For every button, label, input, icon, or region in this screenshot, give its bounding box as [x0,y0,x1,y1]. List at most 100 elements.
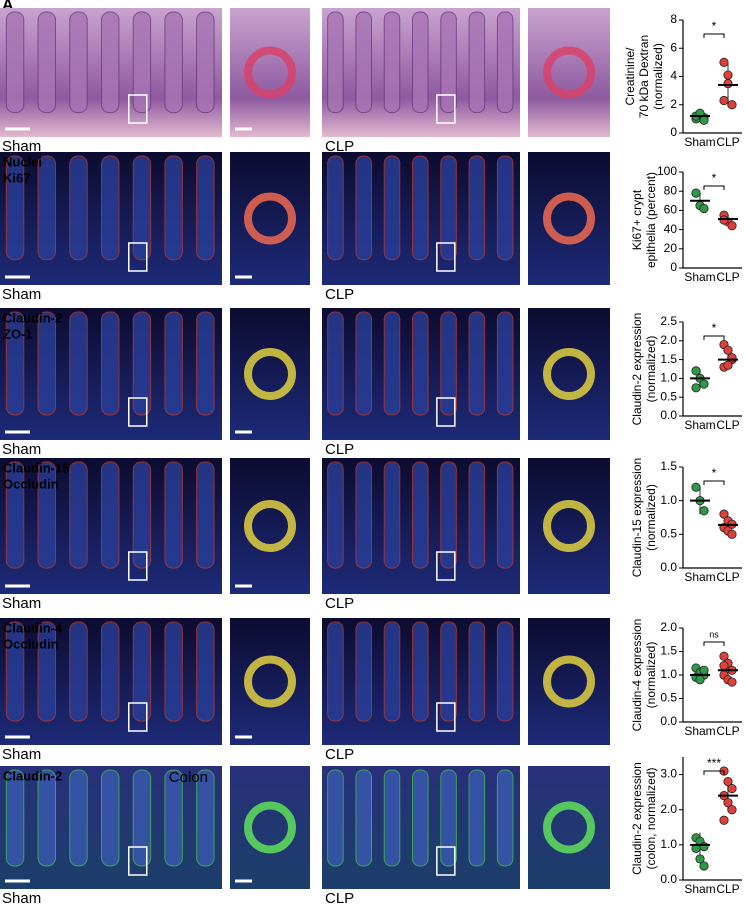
tissue-villus [132,311,152,416]
stain-label: ZO-1 [3,326,33,341]
tissue-villus [132,621,152,722]
data-point [723,360,733,370]
y-tick-label: 1.5 [660,459,677,473]
tissue-villus [440,155,457,261]
tissue-villus [196,461,215,569]
tissue-villus [355,621,373,722]
significance-bracket [703,33,725,38]
y-axis-label: Claudin-15 expression [630,458,644,577]
micrograph [528,308,610,440]
tissue-villus [164,311,183,416]
x-tick-label: Sham [684,418,715,432]
significance-label: * [712,171,717,185]
micrograph [230,8,310,137]
data-point [691,482,701,492]
cell-detail [244,192,296,245]
tissue-villus [37,461,57,569]
tissue-villus [164,461,183,569]
micrograph [528,766,610,889]
tissue-villus [196,769,215,867]
tissue-villus [496,461,514,569]
tissue-villus [383,311,401,416]
tissue-villus [196,311,215,416]
data-point [699,115,709,125]
cell-detail [244,46,296,99]
y-tick-label: 20 [664,241,678,255]
y-tick-label: 60 [664,203,678,217]
tissue-villus [355,155,373,261]
group-label: Sham [2,890,41,907]
x-tick-label: Sham [684,270,715,284]
significance-label: ns [709,629,719,639]
significance-bracket [703,185,725,190]
tissue-villus [468,155,486,261]
tissue-villus [100,461,120,569]
significance-label: * [712,19,717,33]
group-label: CLP [325,595,354,612]
tissue-villus [196,155,215,261]
stain-label: Claudin-2 [3,310,62,325]
inset-box [436,702,456,732]
tissue-villus [5,621,25,722]
cell-detail [543,46,595,99]
data-point [695,854,705,864]
y-axis-label: (normalized) [644,642,658,709]
tissue-villus [496,621,514,722]
significance-bracket [703,641,725,646]
x-tick-label: CLP [716,135,739,149]
tissue-villus [5,769,25,867]
tissue-villus [440,621,457,722]
y-tick-label: 4 [670,69,677,83]
x-tick-label: CLP [716,570,739,584]
stain-label: Ki67 [3,170,30,185]
micrograph [230,766,310,889]
tissue-villus [468,621,486,722]
tissue-villus [164,11,183,114]
tissue-villus [100,769,120,867]
tissue-villus [468,311,486,416]
data-point [727,805,737,815]
data-point [727,353,737,363]
y-axis-label: Claudin-4 expression [630,619,644,732]
y-axis-label: Creatinine/ [623,47,637,106]
tissue-villus [412,769,429,867]
tissue-villus [69,155,88,261]
y-axis-label: Claudin-2 expression [630,762,644,875]
stain-label: Claudin-15 [3,460,69,475]
tissue-villus [37,155,57,261]
tissue-villus [327,461,344,569]
inset-box [128,846,148,876]
inset-box [128,551,148,581]
y-tick-label: 0.5 [660,389,677,403]
y-axis-label: Ki67+ crypt [630,189,644,250]
significance-bracket [703,480,725,485]
tissue-villus [37,311,57,416]
inset-box [128,242,148,272]
y-tick-label: 0.0 [660,872,677,886]
tissue-villus [468,11,486,114]
tissue-villus [383,11,401,114]
group-label: Sham [2,746,41,763]
x-tick-label: CLP [716,270,739,284]
y-tick-label: 3.0 [660,767,677,781]
y-axis-label: (colon, normalized) [644,767,658,869]
data-point [699,665,709,675]
y-axis-label: (normalized) [644,336,658,403]
group-label: CLP [325,138,354,155]
tissue-villus [355,461,373,569]
y-tick-label: 2.0 [660,333,677,347]
stain-label: Claudin-4 [3,620,63,635]
data-point [719,651,729,661]
data-point [695,675,705,685]
data-point [719,95,729,106]
tissue-villus [412,11,429,114]
tissue-villus [440,769,457,867]
inset-box [436,242,456,272]
data-point [691,366,701,376]
tissue-villus [412,155,429,261]
y-tick-label: 0.0 [660,560,677,574]
y-axis-label: (normalized) [651,43,665,110]
tissue-villus [69,11,88,114]
tissue-villus [100,621,120,722]
